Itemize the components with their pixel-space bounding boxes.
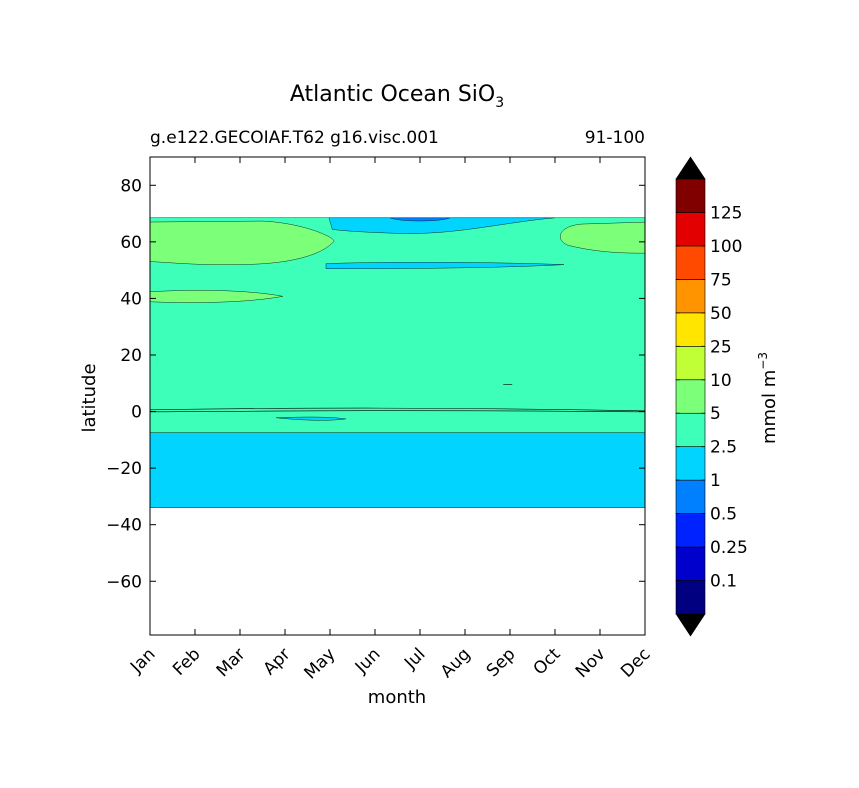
equatorial-contour-2 [150,410,645,413]
colorbar-segment [675,245,706,280]
colorbar: 0.1 0.25 0.5 1 2.5 5 10 25 50 75 100 125 [675,156,748,637]
colorbar-segment [675,446,706,481]
colorbar-label: mmol m−3 [756,352,780,444]
subtitle-right: 91-100 [585,128,645,148]
colorbar-segment [675,212,706,247]
colorbar-label-main: mmol m [759,370,780,444]
y-axis-ticks: 80 60 40 20 0 −20 −40 −60 [106,176,645,592]
chart-title: Atlantic Ocean SiO3 [290,82,504,111]
region-southern-band [150,432,645,508]
colorbar-tick-label: 125 [710,203,742,223]
colorbar-segment [675,379,706,414]
colorbar-segment [675,513,706,548]
region-north-east-high [560,221,645,254]
colorbar-tick-label: 25 [710,337,732,357]
colorbar-segment [675,412,706,447]
subtitle-left: g.e122.GECOIAF.T62 g16.visc.001 [150,128,439,148]
y-tick-label: −60 [106,572,142,592]
colorbar-tick-label: 75 [710,270,732,290]
y-tick-label: 60 [120,233,142,253]
y-tick-label: −20 [106,459,142,479]
colorbar-label-exponent: −3 [756,352,770,370]
region-northern-low [328,217,556,234]
colorbar-segment [675,346,706,381]
y-axis-label: latitude [79,363,100,432]
colorbar-segment [675,580,706,615]
y-tick-label: 40 [120,289,142,309]
chart-title-main: Atlantic Ocean SiO [290,82,495,107]
y-tick-label: 80 [120,176,142,196]
region-north-west-high [150,220,335,265]
colorbar-tick-label: 10 [710,371,732,391]
equatorial-contour [150,407,645,412]
colorbar-tick-label: 0.5 [710,505,737,525]
colorbar-segment [675,546,706,581]
colorbar-extend-under [675,613,706,637]
region-low-strip [325,262,565,269]
region-mid-latitude-patch [150,290,283,303]
colorbar-tick-label: 5 [710,404,721,424]
contour-regions [150,217,645,508]
colorbar-tick-label: 100 [710,237,742,257]
y-tick-label: 20 [120,346,142,366]
colorbar-tick-label: 0.1 [710,572,737,592]
y-tick-label: 0 [131,403,142,423]
colorbar-extend-over [675,156,706,180]
colorbar-tick-label: 2.5 [710,438,737,458]
colorbar-segment [675,479,706,514]
chart-title-subscript: 3 [495,95,504,111]
colorbar-segment [675,279,706,314]
colorbar-tick-label: 50 [710,304,732,324]
colorbar-segment [675,312,706,347]
x-axis-label: month [368,687,426,708]
colorbar-tick-label: 0.25 [710,538,748,558]
equatorial-low-patch [275,416,346,421]
y-tick-label: −40 [106,516,142,536]
plot-frame [149,156,646,636]
colorbar-tick-label: 1 [710,471,721,491]
colorbar-segment [675,178,706,213]
region-northern-minimum [389,217,451,222]
